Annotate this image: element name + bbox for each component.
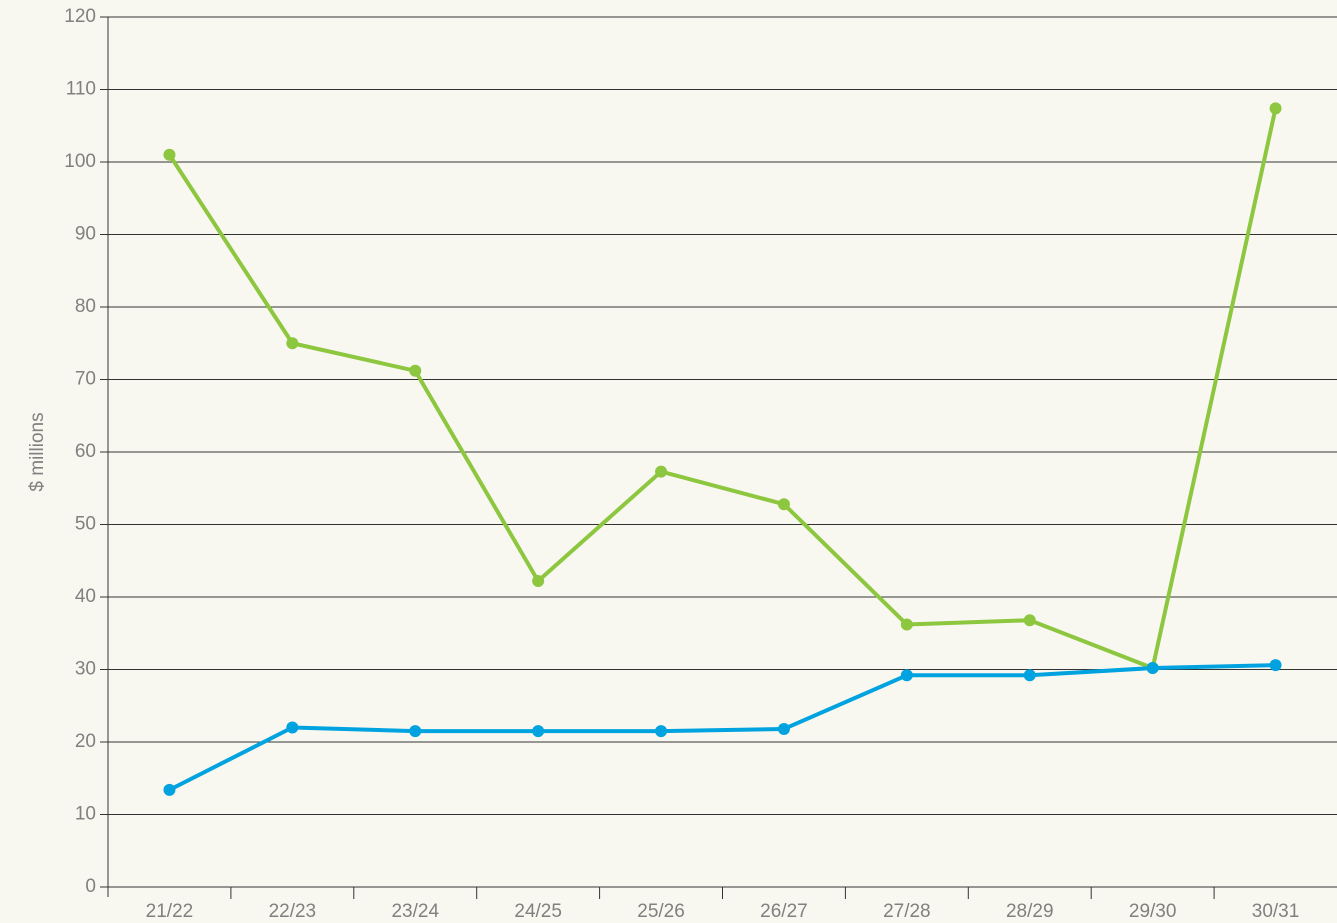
y-tick-label: 50 — [75, 514, 96, 535]
y-tick-label: 80 — [75, 296, 96, 317]
y-axis-label: $ millions — [27, 412, 48, 491]
x-tick-label: 30/31 — [1252, 901, 1300, 922]
data-point — [655, 465, 668, 478]
data-point — [1269, 102, 1282, 115]
x-tick-label: 21/22 — [146, 901, 194, 922]
y-tick-label: 20 — [75, 731, 96, 752]
data-point — [1146, 662, 1159, 675]
data-point — [163, 783, 176, 796]
y-tick-label: 0 — [85, 876, 96, 897]
y-tick-label: 100 — [64, 151, 96, 172]
data-point — [777, 722, 790, 735]
data-point — [532, 575, 545, 588]
x-tick-label: 23/24 — [391, 901, 439, 922]
data-point — [1023, 669, 1036, 682]
data-point — [409, 364, 422, 377]
x-tick-label: 22/23 — [269, 901, 317, 922]
data-point — [409, 725, 422, 738]
x-tick-label: 25/26 — [637, 901, 685, 922]
y-tick-label: 120 — [64, 6, 96, 27]
x-tick-label: 24/25 — [514, 901, 562, 922]
y-tick-label: 40 — [75, 586, 96, 607]
data-point — [286, 337, 299, 350]
y-tick-label: 60 — [75, 441, 96, 462]
y-tick-label: 110 — [66, 79, 96, 100]
y-tick-label: 70 — [75, 369, 96, 390]
series-line — [167, 107, 1278, 671]
data-point — [900, 618, 913, 631]
data-point — [286, 721, 299, 734]
data-point — [1023, 614, 1036, 627]
x-tick-label: 26/27 — [760, 901, 808, 922]
y-tick-label: 90 — [75, 224, 96, 245]
x-tick-label: 28/29 — [1006, 901, 1054, 922]
y-tick-label: 30 — [75, 659, 96, 680]
series-line — [168, 663, 1276, 792]
x-tick-label: 29/30 — [1129, 901, 1177, 922]
data-point — [532, 725, 545, 738]
data-point — [655, 725, 668, 738]
data-point — [1269, 659, 1282, 672]
data-point — [777, 498, 790, 511]
data-point — [163, 148, 176, 161]
y-tick-label: 10 — [75, 804, 96, 825]
x-tick-label: 27/28 — [883, 901, 931, 922]
data-point — [900, 669, 913, 682]
